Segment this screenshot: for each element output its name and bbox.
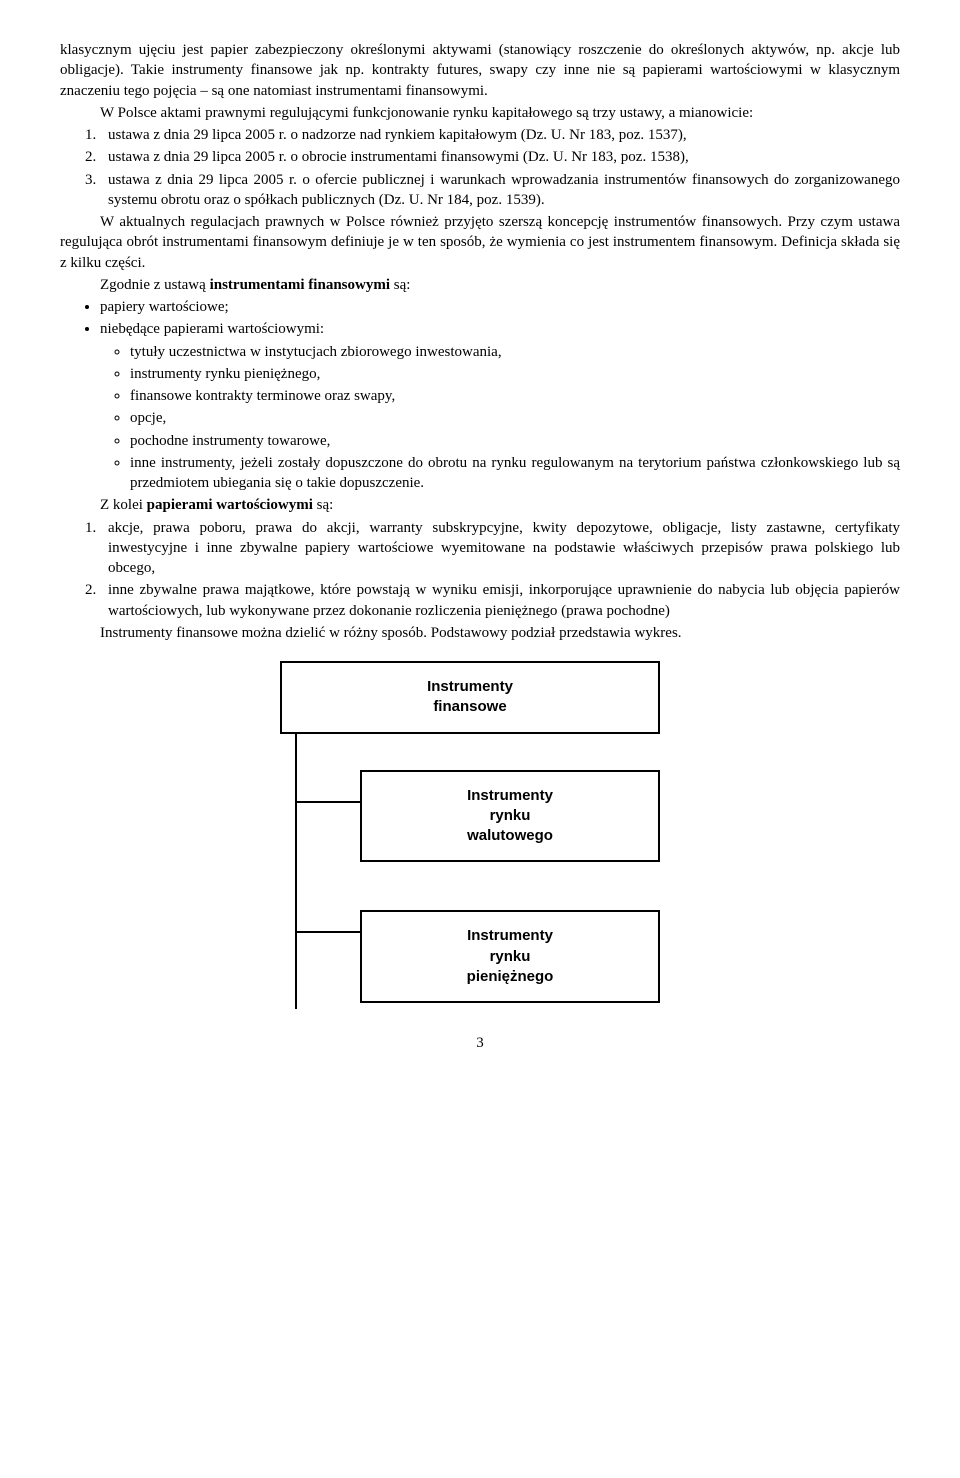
circ-6: inne instrumenty, jeżeli zostały dopuszc… xyxy=(130,453,900,494)
bullet-list: papiery wartościowe; niebędące papierami… xyxy=(100,297,900,493)
para4-pre: Zgodnie z ustawą xyxy=(100,277,210,293)
para5-post: są: xyxy=(313,497,333,513)
paragraph-1: klasycznym ujęciu jest papier zabezpiecz… xyxy=(60,40,900,101)
circ-1: tytuły uczestnictwa w instytucjach zbior… xyxy=(130,342,900,362)
diagram-box-top: Instrumenty finansowe xyxy=(280,661,660,734)
diagram-box-mid: Instrumenty rynku walutowego xyxy=(360,770,660,863)
box3-line1: Instrumenty xyxy=(372,926,648,946)
diagram-box-bot: Instrumenty rynku pieniężnego xyxy=(360,910,660,1003)
circ-4: opcje, xyxy=(130,408,900,428)
para4-bold: instrumentami finansowymi xyxy=(210,277,390,293)
hierarchy-diagram: Instrumenty finansowe Instrumenty rynku … xyxy=(220,661,740,1003)
numbered-list-1: ustawa z dnia 29 lipca 2005 r. o nadzorz… xyxy=(100,125,900,210)
para5-bold: papierami wartościowymi xyxy=(147,497,313,513)
para4-post: są: xyxy=(390,277,410,293)
box2-line3: walutowego xyxy=(372,826,648,846)
paragraph-6: Instrumenty finansowe można dzielić w ró… xyxy=(60,623,900,643)
list1-item1: ustawa z dnia 29 lipca 2005 r. o nadzorz… xyxy=(100,125,900,145)
diagram-vline xyxy=(295,729,297,1009)
list1-item3: ustawa z dnia 29 lipca 2005 r. o ofercie… xyxy=(100,170,900,211)
box2-line2: rynku xyxy=(372,806,648,826)
box3-line2: rynku xyxy=(372,947,648,967)
circ-5: pochodne instrumenty towarowe, xyxy=(130,431,900,451)
paragraph-4: Zgodnie z ustawą instrumentami finansowy… xyxy=(60,275,900,295)
paragraph-2: W Polsce aktami prawnymi regulującymi fu… xyxy=(60,103,900,123)
circle-list: tytuły uczestnictwa w instytucjach zbior… xyxy=(130,342,900,494)
box3-line3: pieniężnego xyxy=(372,967,648,987)
para5-pre: Z kolei xyxy=(100,497,147,513)
circ-3: finansowe kontrakty terminowe oraz swapy… xyxy=(130,386,900,406)
list1-item2: ustawa z dnia 29 lipca 2005 r. o obrocie… xyxy=(100,147,900,167)
paragraph-3: W aktualnych regulacjach prawnych w Pols… xyxy=(60,212,900,273)
numbered-list-2: akcje, prawa poboru, prawa do akcji, war… xyxy=(100,518,900,621)
bullet-2-text: niebędące papierami wartościowymi: xyxy=(100,321,324,337)
box1-line1: Instrumenty xyxy=(292,677,648,697)
circ-2: instrumenty rynku pieniężnego, xyxy=(130,364,900,384)
diagram-hline-1 xyxy=(295,801,360,803)
paragraph-5: Z kolei papierami wartościowymi są: xyxy=(60,495,900,515)
list2-item2: inne zbywalne prawa majątkowe, które pow… xyxy=(100,580,900,621)
page-number: 3 xyxy=(60,1033,900,1053)
bullet-1: papiery wartościowe; xyxy=(100,297,900,317)
list2-item1: akcje, prawa poboru, prawa do akcji, war… xyxy=(100,518,900,579)
box2-line1: Instrumenty xyxy=(372,786,648,806)
bullet-2: niebędące papierami wartościowymi: tytuł… xyxy=(100,319,900,493)
box1-line2: finansowe xyxy=(292,697,648,717)
diagram-hline-2 xyxy=(295,931,360,933)
